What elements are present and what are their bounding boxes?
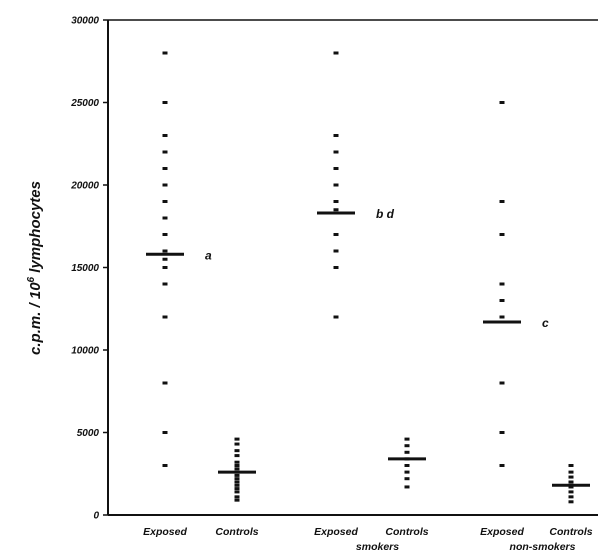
data-point bbox=[404, 444, 410, 448]
y-axis-label-tail: lymphocytes bbox=[27, 181, 44, 277]
data-point bbox=[234, 454, 240, 458]
x-category-labels: Exposed Controls Exposed Controls smokers Exp… bbox=[143, 526, 593, 553]
data-point bbox=[404, 437, 410, 441]
data-point bbox=[162, 315, 168, 319]
y-axis-label: c.p.m. / 106 lymphocytes bbox=[26, 181, 44, 355]
data-point bbox=[162, 216, 168, 220]
data-point bbox=[499, 381, 505, 385]
data-point bbox=[234, 498, 240, 502]
significance-annotation: a bbox=[205, 248, 212, 262]
x-category-label: Controls bbox=[215, 526, 258, 538]
data-point bbox=[162, 249, 168, 253]
data-point bbox=[499, 200, 505, 203]
y-tick-label: 20000 bbox=[70, 181, 99, 192]
y-axis-label-main: c.p.m. / 10 bbox=[27, 282, 44, 355]
data-point bbox=[333, 200, 339, 203]
data-point bbox=[499, 431, 505, 434]
significance-annotation: c bbox=[542, 316, 549, 330]
data-point bbox=[234, 460, 240, 464]
data-point bbox=[404, 470, 410, 474]
data-point bbox=[333, 167, 339, 170]
data-point bbox=[162, 282, 168, 286]
data-point bbox=[568, 490, 574, 494]
data-point bbox=[499, 464, 505, 467]
data-point bbox=[404, 464, 410, 467]
y-tick-label: 10000 bbox=[71, 346, 99, 357]
data-point bbox=[333, 134, 339, 137]
data-point bbox=[333, 150, 339, 154]
data-point bbox=[568, 485, 574, 489]
x-group-sublabel: non-smokers bbox=[510, 541, 576, 553]
data-point bbox=[162, 266, 168, 269]
y-tick-label: 25000 bbox=[70, 98, 99, 109]
data-point bbox=[568, 470, 574, 474]
data-point bbox=[234, 480, 240, 484]
data-point bbox=[499, 101, 505, 104]
x-category-label: Controls bbox=[385, 526, 428, 538]
annotations: a b d c bbox=[205, 207, 549, 330]
data-point bbox=[234, 449, 240, 453]
data-point bbox=[333, 249, 339, 253]
data-point bbox=[568, 480, 574, 484]
data-point bbox=[234, 495, 240, 499]
data-point bbox=[333, 266, 339, 269]
data-point bbox=[404, 450, 410, 454]
data-point bbox=[333, 315, 339, 319]
data-point bbox=[162, 101, 168, 104]
x-category-label: Exposed bbox=[314, 526, 358, 538]
y-tick-label: 15000 bbox=[71, 263, 99, 274]
y-ticks: 0 5000 10000 15000 20000 25000 30000 bbox=[70, 16, 108, 522]
data-point bbox=[568, 500, 574, 504]
data-point bbox=[162, 183, 168, 187]
x-category-label: Controls bbox=[549, 526, 592, 538]
x-category-label: Exposed bbox=[480, 526, 524, 538]
data-point bbox=[499, 233, 505, 236]
x-category-label: Exposed bbox=[143, 526, 187, 538]
data-point bbox=[234, 442, 240, 446]
data-point bbox=[234, 464, 240, 467]
data-point bbox=[333, 183, 339, 187]
data-point bbox=[234, 487, 240, 491]
data-point bbox=[162, 257, 168, 261]
data-point bbox=[234, 490, 240, 494]
data-point bbox=[234, 437, 240, 441]
data-point bbox=[404, 485, 410, 489]
data-point bbox=[234, 473, 240, 477]
data-point bbox=[162, 381, 168, 385]
data-point bbox=[333, 233, 339, 236]
data-point bbox=[333, 208, 339, 212]
data-point bbox=[234, 483, 240, 487]
x-group-sublabel: smokers bbox=[356, 541, 399, 553]
mean-bars bbox=[146, 211, 590, 487]
data-point bbox=[162, 134, 168, 137]
data-point bbox=[499, 282, 505, 286]
data-point bbox=[568, 464, 574, 467]
data-point bbox=[499, 299, 505, 302]
data-point bbox=[162, 150, 168, 154]
data-point bbox=[404, 477, 410, 481]
data-point bbox=[162, 464, 168, 467]
data-point bbox=[162, 51, 168, 55]
data-point bbox=[568, 495, 574, 499]
significance-annotation: b d bbox=[376, 207, 395, 221]
y-tick-label: 30000 bbox=[71, 16, 99, 27]
data-point bbox=[162, 200, 168, 203]
data-point bbox=[568, 475, 574, 479]
data-point bbox=[162, 233, 168, 236]
data-point bbox=[162, 167, 168, 170]
y-axis-label-sup: 6 bbox=[26, 276, 37, 282]
y-tick-label: 0 bbox=[93, 511, 99, 522]
data-points bbox=[162, 51, 574, 504]
data-point bbox=[499, 315, 505, 319]
data-point bbox=[234, 477, 240, 481]
y-tick-label: 5000 bbox=[77, 428, 100, 439]
data-point bbox=[234, 467, 240, 471]
data-point bbox=[162, 431, 168, 434]
data-point bbox=[333, 51, 339, 55]
